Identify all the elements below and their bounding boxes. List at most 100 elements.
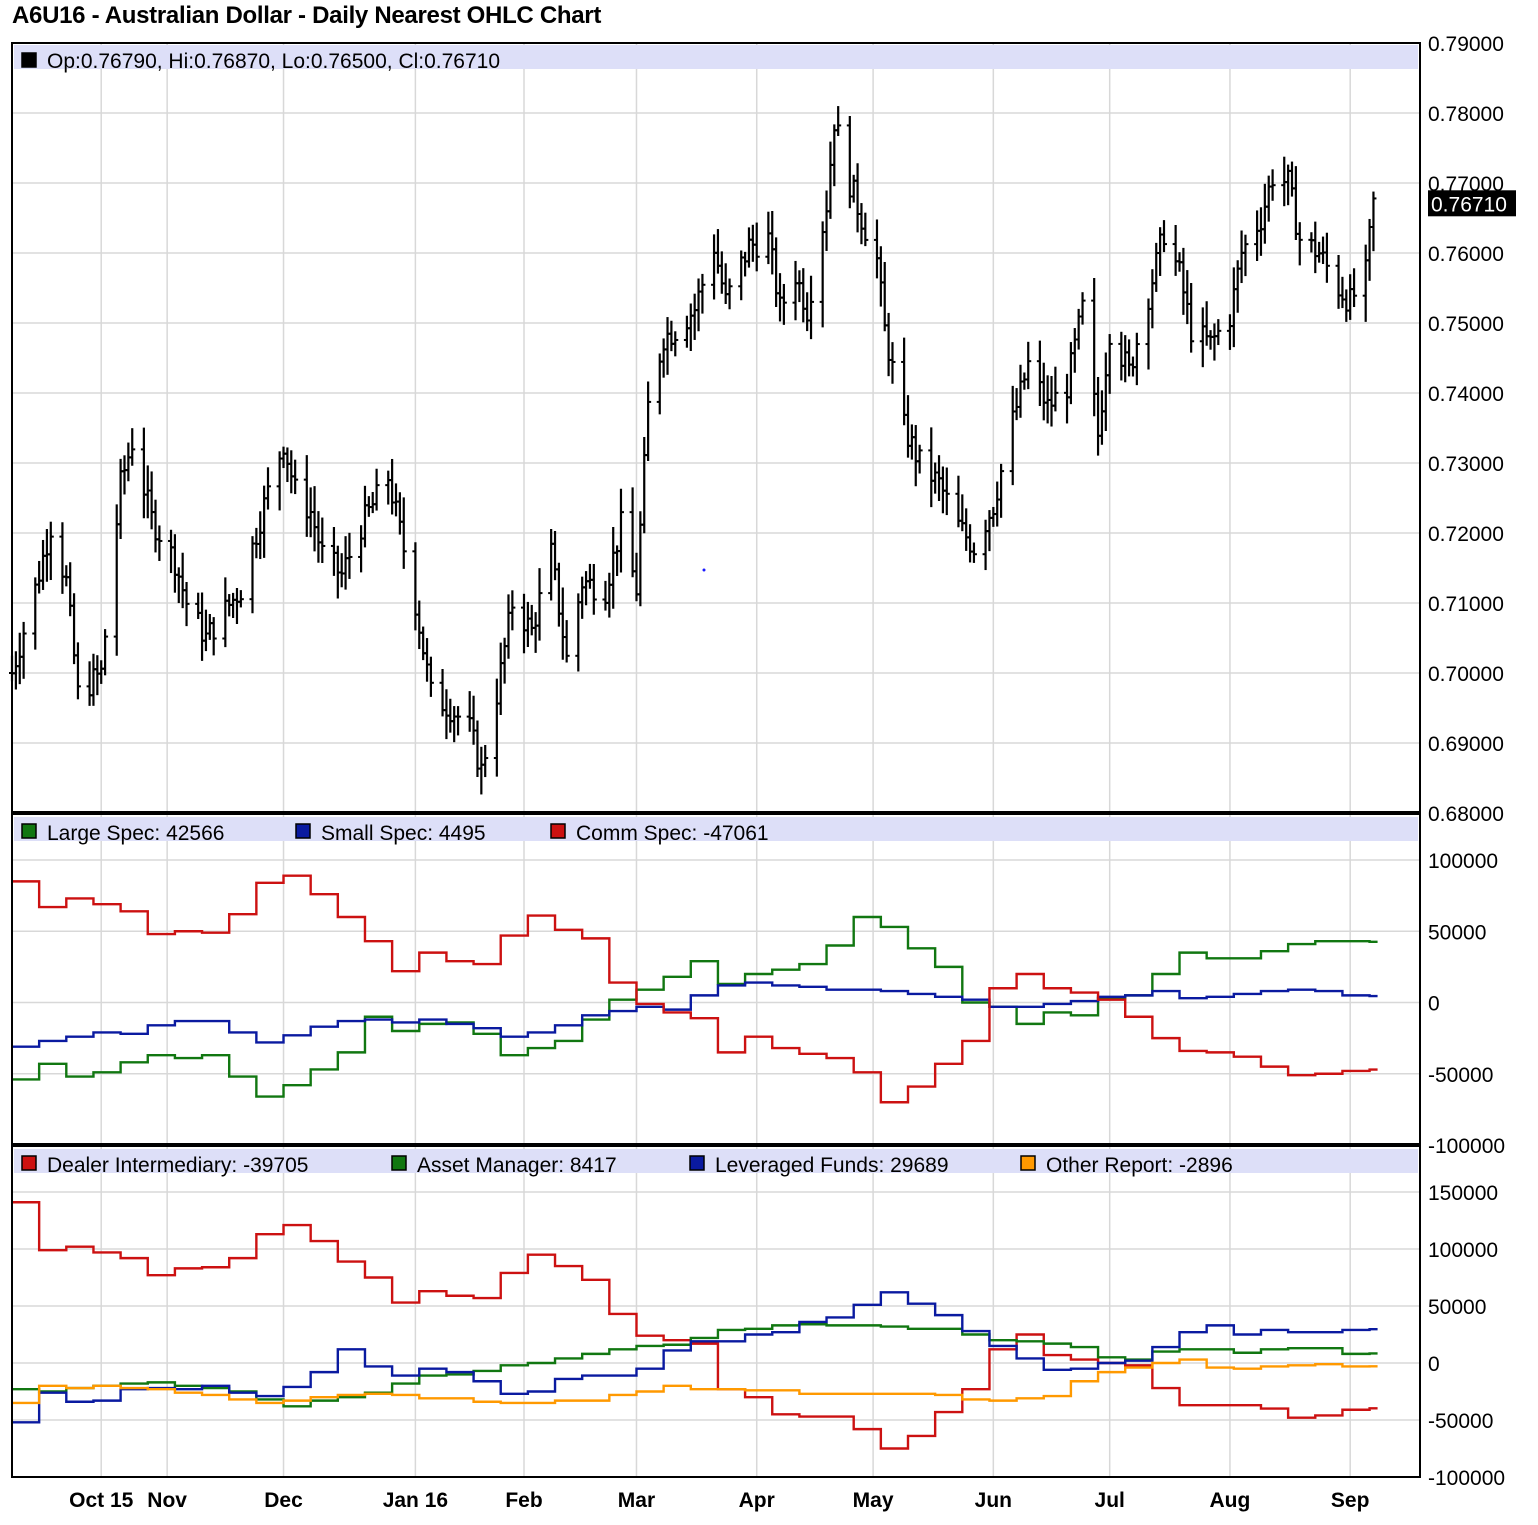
ohlc-bar xyxy=(1098,390,1105,445)
ohlc-bar xyxy=(552,530,559,581)
legend-entry: Dealer Intermediary: -39705 xyxy=(47,1154,308,1177)
ohlc-bar xyxy=(990,506,997,527)
ohlc-bar xyxy=(1052,366,1059,412)
ohlc-bar xyxy=(1339,276,1346,309)
ohlc-bar xyxy=(179,552,186,609)
ohlc-bar xyxy=(769,211,776,275)
ohlc-bar xyxy=(1242,234,1249,277)
ohlc-bar xyxy=(1180,247,1187,315)
legend-entry: Large Spec: 42566 xyxy=(47,822,224,845)
y-tick-label: 0.74000 xyxy=(1428,383,1504,406)
legend-entry: Asset Manager: 8417 xyxy=(417,1154,617,1177)
chart-title: A6U16 - Australian Dollar - Daily Neares… xyxy=(12,2,602,29)
ohlc-bar xyxy=(43,529,50,582)
ohlc-bar xyxy=(292,459,299,495)
ohlc-bar xyxy=(753,222,760,272)
ohlc-bar xyxy=(1292,166,1299,241)
ohlc-bar xyxy=(249,536,256,614)
y-tick-label: 100000 xyxy=(1428,850,1498,873)
ohlc-bar xyxy=(691,293,698,340)
ohlc-bar xyxy=(804,292,811,332)
ohlc-bar xyxy=(74,642,81,700)
ohlc-bar xyxy=(664,317,671,375)
ohlc-bar xyxy=(916,444,923,474)
ohlc-bar xyxy=(1347,274,1354,320)
ohlc-bar xyxy=(12,651,19,690)
ohlc-bar xyxy=(148,471,155,530)
ohlc-bar xyxy=(745,227,752,268)
ohlc-bar xyxy=(206,614,213,640)
ohlc-bar xyxy=(36,560,43,594)
ohlc-bar xyxy=(583,571,590,606)
y-tick-label: 0 xyxy=(1428,1353,1440,1376)
ohlc-bar xyxy=(1238,230,1245,284)
ohlc-bar xyxy=(493,678,500,777)
ohlc-bar xyxy=(1036,340,1043,407)
ohlc-bar xyxy=(451,706,458,743)
ohlc-bar xyxy=(683,315,690,348)
ohlc-bar xyxy=(121,455,128,495)
legend-entry: Small Spec: 4495 xyxy=(321,822,486,845)
ohlc-bar xyxy=(1370,191,1377,252)
ohlc-bar xyxy=(427,656,434,697)
legend-swatch xyxy=(1020,1155,1036,1171)
ohlc-bar xyxy=(1269,169,1276,201)
ohlc-bar xyxy=(955,475,962,528)
ohlc-bar xyxy=(823,190,830,251)
x-tick-label: Sep xyxy=(1331,1489,1370,1512)
ohlc-bar xyxy=(1095,376,1102,456)
ohlc-bar xyxy=(265,467,271,510)
ohlc-bar xyxy=(1048,375,1055,427)
legend-swatch xyxy=(21,823,37,839)
legend-entry: Other Report: -2896 xyxy=(1046,1154,1233,1177)
ohlc-bar xyxy=(606,572,613,618)
ohlc-bar xyxy=(586,563,593,589)
ohlc-bar xyxy=(156,525,163,561)
ohlc-bar xyxy=(222,577,229,648)
y-tick-label: 50000 xyxy=(1428,921,1486,944)
ohlc-bar xyxy=(1091,278,1098,417)
ohlc-bar xyxy=(905,395,911,458)
series-line-large-spec xyxy=(12,915,1378,1098)
y-tick-label: 0.77000 xyxy=(1428,173,1504,196)
ohlc-bar xyxy=(338,553,345,588)
legend-band-tff xyxy=(14,1149,1418,1173)
ohlc-bar xyxy=(1009,385,1016,486)
ohlc-bar xyxy=(536,568,543,641)
ohlc-bar xyxy=(563,620,570,663)
ohlc-bar xyxy=(447,698,454,733)
y-tick-label: -100000 xyxy=(1428,1135,1505,1158)
x-tick-label: Nov xyxy=(147,1489,187,1512)
ohlc-bar xyxy=(1153,242,1160,292)
ohlc-bar xyxy=(288,450,295,494)
ohlc-bar xyxy=(714,229,721,274)
ohlc-bar xyxy=(1133,332,1140,386)
ohlc-bar xyxy=(361,485,368,548)
ohlc-bar xyxy=(32,577,39,650)
ohlc-bar xyxy=(90,653,97,706)
ohlc-bar xyxy=(171,534,178,593)
ohlc-bar xyxy=(827,141,834,219)
ohlc-bar xyxy=(125,442,132,482)
ohlc-bar xyxy=(1079,292,1086,325)
ohlc-bar xyxy=(40,539,47,590)
ohlc-bar xyxy=(877,246,884,307)
ohlc-bar xyxy=(1296,222,1303,266)
ohlc-bar xyxy=(466,691,473,732)
ohlc-bar xyxy=(1215,319,1222,346)
ohlc-bar xyxy=(71,593,78,665)
ohlc-bar xyxy=(501,637,508,684)
y-tick-label: -50000 xyxy=(1428,1064,1493,1087)
y-tick-label: 0.75000 xyxy=(1428,313,1504,336)
ohlc-bar xyxy=(389,458,396,515)
ohlc-bar xyxy=(233,588,240,625)
ohlc-bar xyxy=(819,221,826,328)
ohlc-bar xyxy=(346,532,353,579)
ohlc-bar xyxy=(16,632,23,685)
ohlc-bar xyxy=(912,425,919,487)
ohlc-bar xyxy=(129,428,136,466)
ohlc-bar xyxy=(416,600,423,650)
ohlc-bar xyxy=(901,337,908,426)
ohlc-bar xyxy=(726,278,733,310)
series-line-dealer-intermediary xyxy=(12,1201,1378,1450)
